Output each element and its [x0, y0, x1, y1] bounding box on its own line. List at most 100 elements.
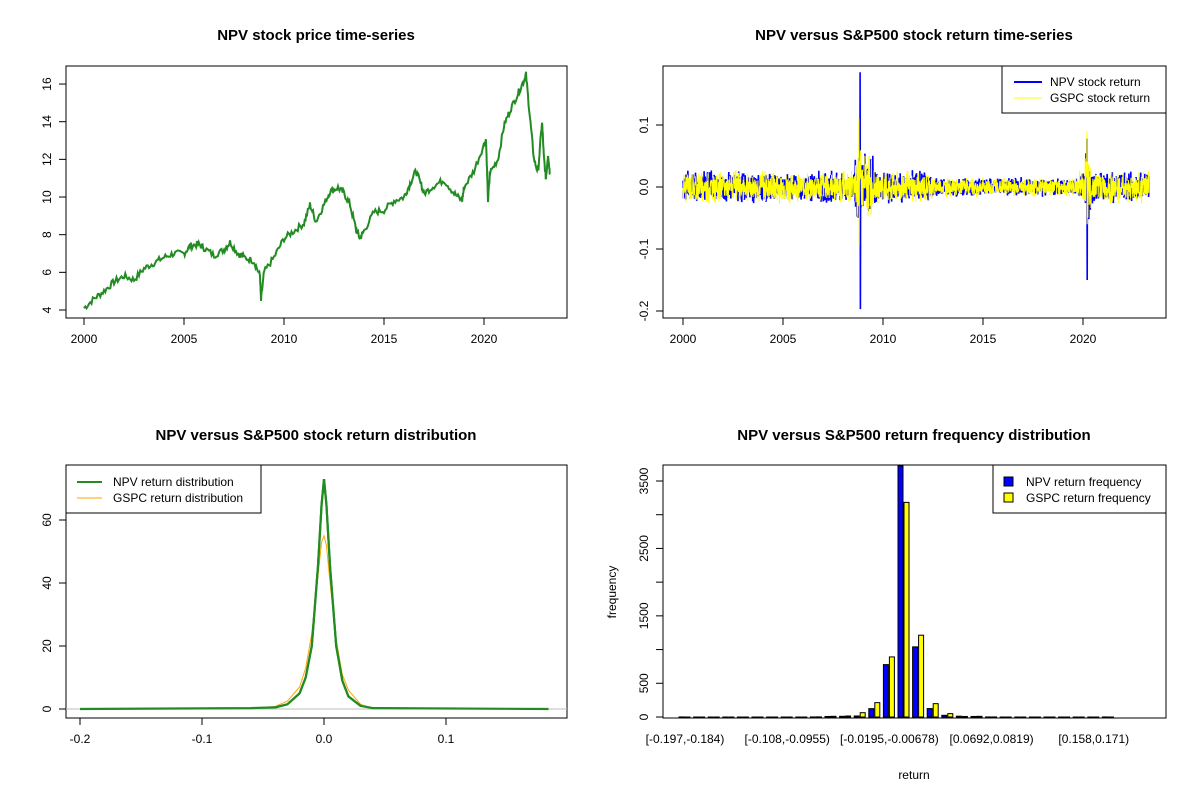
returns-x-tick-label: 2015	[970, 332, 997, 346]
gspc-frequency-bar	[830, 715, 837, 718]
npv-frequency-bar	[693, 716, 700, 718]
price-y-tick-label: 14	[40, 115, 54, 129]
gspc-frequency-bar	[1064, 716, 1071, 718]
npv-density-line	[79, 478, 549, 711]
npv-frequency-bar	[839, 715, 846, 718]
npv-frequency-bar	[824, 715, 831, 718]
gspc-frequency-bar	[845, 715, 852, 718]
gspc-frequency-bar	[932, 703, 939, 718]
npv-frequency-bar	[795, 716, 802, 718]
gspc-frequency-bar	[801, 716, 808, 718]
returns-plot-area	[662, 65, 1167, 319]
gspc-frequency-bar	[1093, 716, 1100, 718]
gspc-frequency-bar	[1078, 716, 1085, 718]
density-y-tick-label: 20	[40, 639, 54, 653]
histogram-x-tick-label: [0.0692,0.0819)	[950, 732, 1034, 746]
chart-title-histogram: NPV versus S&P500 return frequency distr…	[737, 427, 1090, 444]
npv-density-line-peak	[274, 478, 362, 709]
legend-label-gspc-frequency: GSPC return frequency	[1026, 491, 1151, 505]
density-x-tick-label: -0.2	[70, 732, 91, 746]
gspc-frequency-bar	[684, 716, 691, 718]
npv-frequency-bar	[868, 708, 875, 718]
histogram-y-tick-label: 3500	[637, 467, 651, 494]
gspc-frequency-bar	[772, 716, 779, 718]
histogram-plot-area	[662, 464, 1167, 719]
histogram-y-tick-label: 1500	[637, 602, 651, 629]
price-x-tick-label: 2020	[471, 332, 498, 346]
npv-frequency-bar	[941, 714, 948, 718]
gspc-frequency-bar	[742, 716, 749, 718]
npv-frequency-bar	[955, 715, 962, 718]
returns-legend: NPV stock return GSPC stock return	[1001, 65, 1167, 114]
returns-y-tick-label: 0.0	[637, 178, 651, 195]
histogram-y-tick-label: 500	[637, 673, 651, 693]
chart-title-price: NPV stock price time-series	[217, 27, 415, 44]
density-y-tick-label: 40	[40, 576, 54, 590]
price-y-tick-label: 10	[40, 190, 54, 204]
npv-frequency-bar	[780, 716, 787, 718]
npv-frequency-bar	[1087, 716, 1094, 718]
npv-frequency-bar	[809, 716, 816, 718]
npv-frequency-bar	[707, 716, 714, 718]
npv-frequency-bar	[1043, 716, 1050, 718]
gspc-frequency-bar	[947, 713, 954, 718]
npv-frequency-bar	[970, 715, 977, 718]
price-y-tick-label: 12	[40, 152, 54, 166]
gspc-frequency-bar	[961, 715, 968, 718]
chart-title-density: NPV versus S&P500 stock return distribut…	[156, 427, 477, 444]
histogram-x-tick-label: [-0.108,-0.0955)	[745, 732, 830, 746]
density-y-tick-label: 60	[40, 513, 54, 527]
price-y-tick-label: 4	[40, 306, 54, 313]
density-y-tick-label: 0	[40, 705, 54, 712]
gspc-frequency-bar	[874, 702, 881, 718]
density-legend: NPV return distribution GSPC return dist…	[65, 464, 262, 514]
histogram-x-tick-label: [-0.197,-0.184)	[646, 732, 725, 746]
npv-frequency-bar	[736, 716, 743, 718]
npv-frequency-bar	[1058, 716, 1065, 718]
gspc-frequency-bar	[699, 716, 706, 718]
price-y-tick-label: 8	[40, 231, 54, 238]
gspc-frequency-bar	[757, 716, 764, 718]
npv-frequency-bar	[926, 708, 933, 718]
gspc-frequency-bar	[888, 656, 895, 718]
gspc-frequency-bar	[1049, 716, 1056, 718]
histogram-ylabel: frequency	[605, 566, 619, 619]
gspc-density-line	[201, 534, 410, 710]
returns-x-tick-label: 2010	[870, 332, 897, 346]
gspc-frequency-bar	[1107, 716, 1114, 718]
returns-x-tick-label: 2020	[1070, 332, 1097, 346]
npv-frequency-bar	[1072, 716, 1079, 718]
returns-y-tick-label: 0.1	[637, 116, 651, 133]
legend-label-npv-frequency: NPV return frequency	[1026, 475, 1141, 489]
legend-label-gspc-return: GSPC stock return	[1050, 91, 1150, 105]
legend-swatch-gspc-frequency	[1003, 492, 1014, 503]
histogram-y-tick-label: 2500	[637, 535, 651, 562]
gspc-frequency-bar	[713, 716, 720, 718]
gspc-frequency-bar	[728, 716, 735, 718]
price-y-tick-label: 6	[40, 269, 54, 276]
npv-frequency-bar	[912, 646, 919, 718]
density-x-tick-label: 0.1	[438, 732, 455, 746]
npv-frequency-bar	[751, 716, 758, 718]
price-x-tick-label: 2015	[371, 332, 398, 346]
npv-frequency-bar	[766, 716, 773, 718]
gspc-return-line	[682, 118, 1150, 246]
returns-y-tick-label: -0.2	[637, 300, 651, 321]
density-plot-area	[65, 464, 568, 719]
density-x-tick-label: -0.1	[192, 732, 213, 746]
gspc-frequency-bar	[1005, 716, 1012, 718]
gspc-frequency-bar	[815, 716, 822, 718]
gspc-frequency-bar	[1020, 716, 1027, 718]
histogram-x-tick-label: [0.158,0.171)	[1058, 732, 1129, 746]
returns-x-tick-label: 2000	[670, 332, 697, 346]
chart-title-returns: NPV versus S&P500 stock return time-seri…	[755, 27, 1073, 44]
histogram-y-tick-label: 0	[637, 713, 651, 720]
gspc-frequency-bar	[918, 634, 925, 718]
npv-price-line	[83, 71, 551, 311]
legend-label-npv-return: NPV stock return	[1050, 75, 1141, 89]
price-y-tick-label: 16	[40, 77, 54, 91]
price-x-tick-label: 2005	[171, 332, 198, 346]
returns-y-tick-label: -0.1	[637, 238, 651, 259]
legend-swatch-npv-frequency	[1003, 476, 1014, 487]
